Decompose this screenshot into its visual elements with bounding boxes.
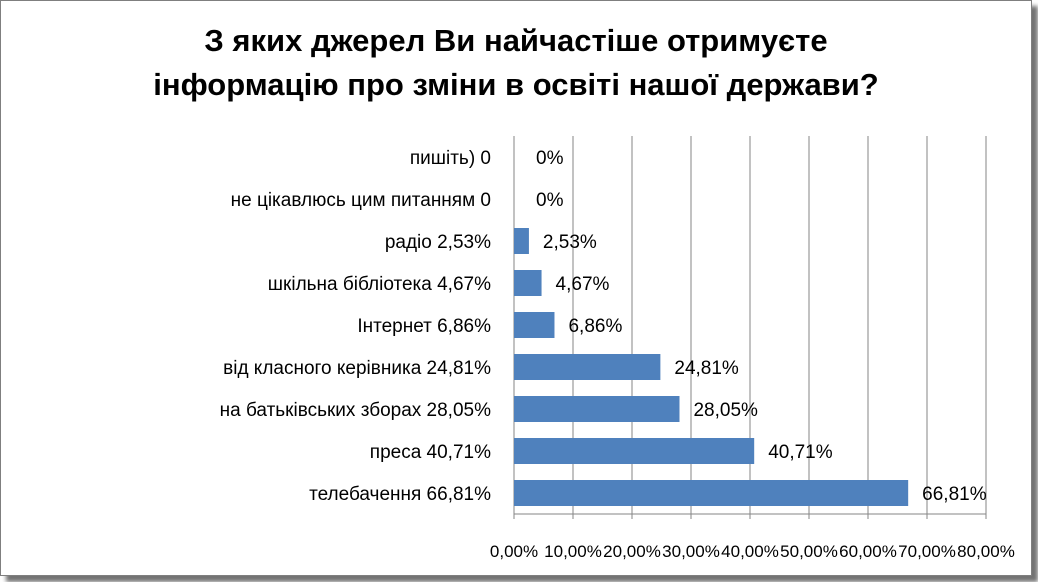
x-tick-label: 20,00%: [603, 542, 661, 561]
category-label: телебачення 66,81%: [309, 484, 491, 505]
x-tick-label: 80,00%: [957, 542, 1015, 561]
bar: [514, 438, 755, 464]
data-label: 0%: [536, 148, 564, 169]
chart-title-line-1: З яких джерел Ви найчастіше отримуєте: [204, 23, 828, 58]
bar: [514, 270, 542, 296]
x-tick-label: 30,00%: [662, 542, 720, 561]
x-tick-label: 60,00%: [839, 542, 897, 561]
category-label: не цікавлюсь цим питанням 0: [231, 190, 491, 211]
x-tick-label: 10,00%: [544, 542, 602, 561]
x-tick-label: 50,00%: [780, 542, 838, 561]
data-label: 40,71%: [768, 442, 833, 463]
x-tick-label: 40,00%: [721, 542, 779, 561]
category-label: Інтернет 6,86%: [357, 316, 491, 337]
data-label: 24,81%: [674, 358, 739, 379]
x-tick-label: 70,00%: [898, 542, 956, 561]
bar: [514, 480, 909, 506]
chart-title-line-2: інформацію про зміни в освіті нашої держ…: [153, 67, 879, 102]
bar: [514, 312, 555, 338]
data-label: 28,05%: [693, 400, 758, 421]
category-label: на батьківських зборах 28,05%: [220, 400, 491, 421]
data-label: 6,86%: [568, 316, 622, 337]
bar: [514, 354, 661, 380]
data-label: 4,67%: [556, 274, 610, 295]
data-label: 2,53%: [543, 232, 597, 253]
data-label: 0%: [536, 190, 564, 211]
bar: [514, 396, 680, 422]
category-label: пишіть) 0: [410, 148, 491, 169]
chart-title: З яких джерел Ви найчастіше отримуєте ін…: [1, 19, 1031, 107]
category-label: преса 40,71%: [370, 442, 491, 463]
category-label: радіо 2,53%: [385, 232, 491, 253]
x-tick-label: 0,00%: [490, 542, 538, 561]
category-label: від класного керівника 24,81%: [223, 358, 491, 379]
data-label: 66,81%: [922, 484, 987, 505]
bar-chart: 0,00% 10,00% 20,00% 30,00% 40,00% 50,00% 60,00…: [220, 136, 1015, 561]
category-label: шкільна бібліотека 4,67%: [268, 274, 491, 295]
bar: [514, 228, 529, 254]
